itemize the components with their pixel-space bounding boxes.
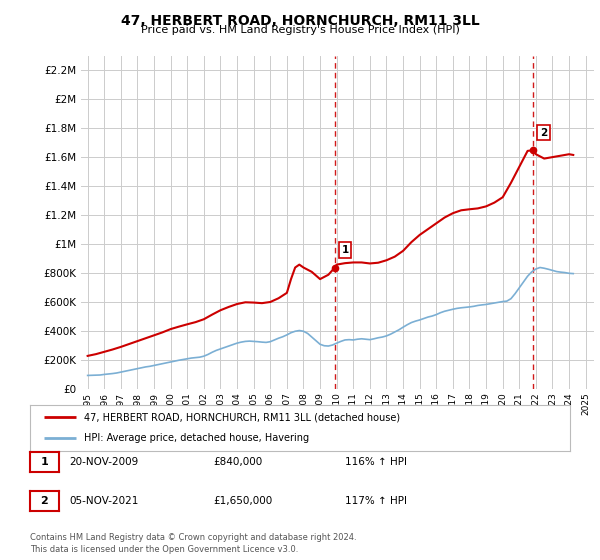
Text: 1: 1: [341, 245, 349, 255]
Text: 47, HERBERT ROAD, HORNCHURCH, RM11 3LL (detached house): 47, HERBERT ROAD, HORNCHURCH, RM11 3LL (…: [84, 412, 400, 422]
Text: 1: 1: [41, 457, 48, 467]
Text: £840,000: £840,000: [213, 457, 262, 467]
Text: £1,650,000: £1,650,000: [213, 496, 272, 506]
Text: 2: 2: [41, 496, 48, 506]
Text: 20-NOV-2009: 20-NOV-2009: [69, 457, 138, 467]
Text: 05-NOV-2021: 05-NOV-2021: [69, 496, 139, 506]
Text: 47, HERBERT ROAD, HORNCHURCH, RM11 3LL: 47, HERBERT ROAD, HORNCHURCH, RM11 3LL: [121, 14, 479, 28]
Text: HPI: Average price, detached house, Havering: HPI: Average price, detached house, Have…: [84, 433, 309, 444]
Text: 117% ↑ HPI: 117% ↑ HPI: [345, 496, 407, 506]
Text: 116% ↑ HPI: 116% ↑ HPI: [345, 457, 407, 467]
Text: Price paid vs. HM Land Registry's House Price Index (HPI): Price paid vs. HM Land Registry's House …: [140, 25, 460, 35]
Text: 2: 2: [540, 128, 547, 138]
Text: Contains HM Land Registry data © Crown copyright and database right 2024.
This d: Contains HM Land Registry data © Crown c…: [30, 533, 356, 554]
